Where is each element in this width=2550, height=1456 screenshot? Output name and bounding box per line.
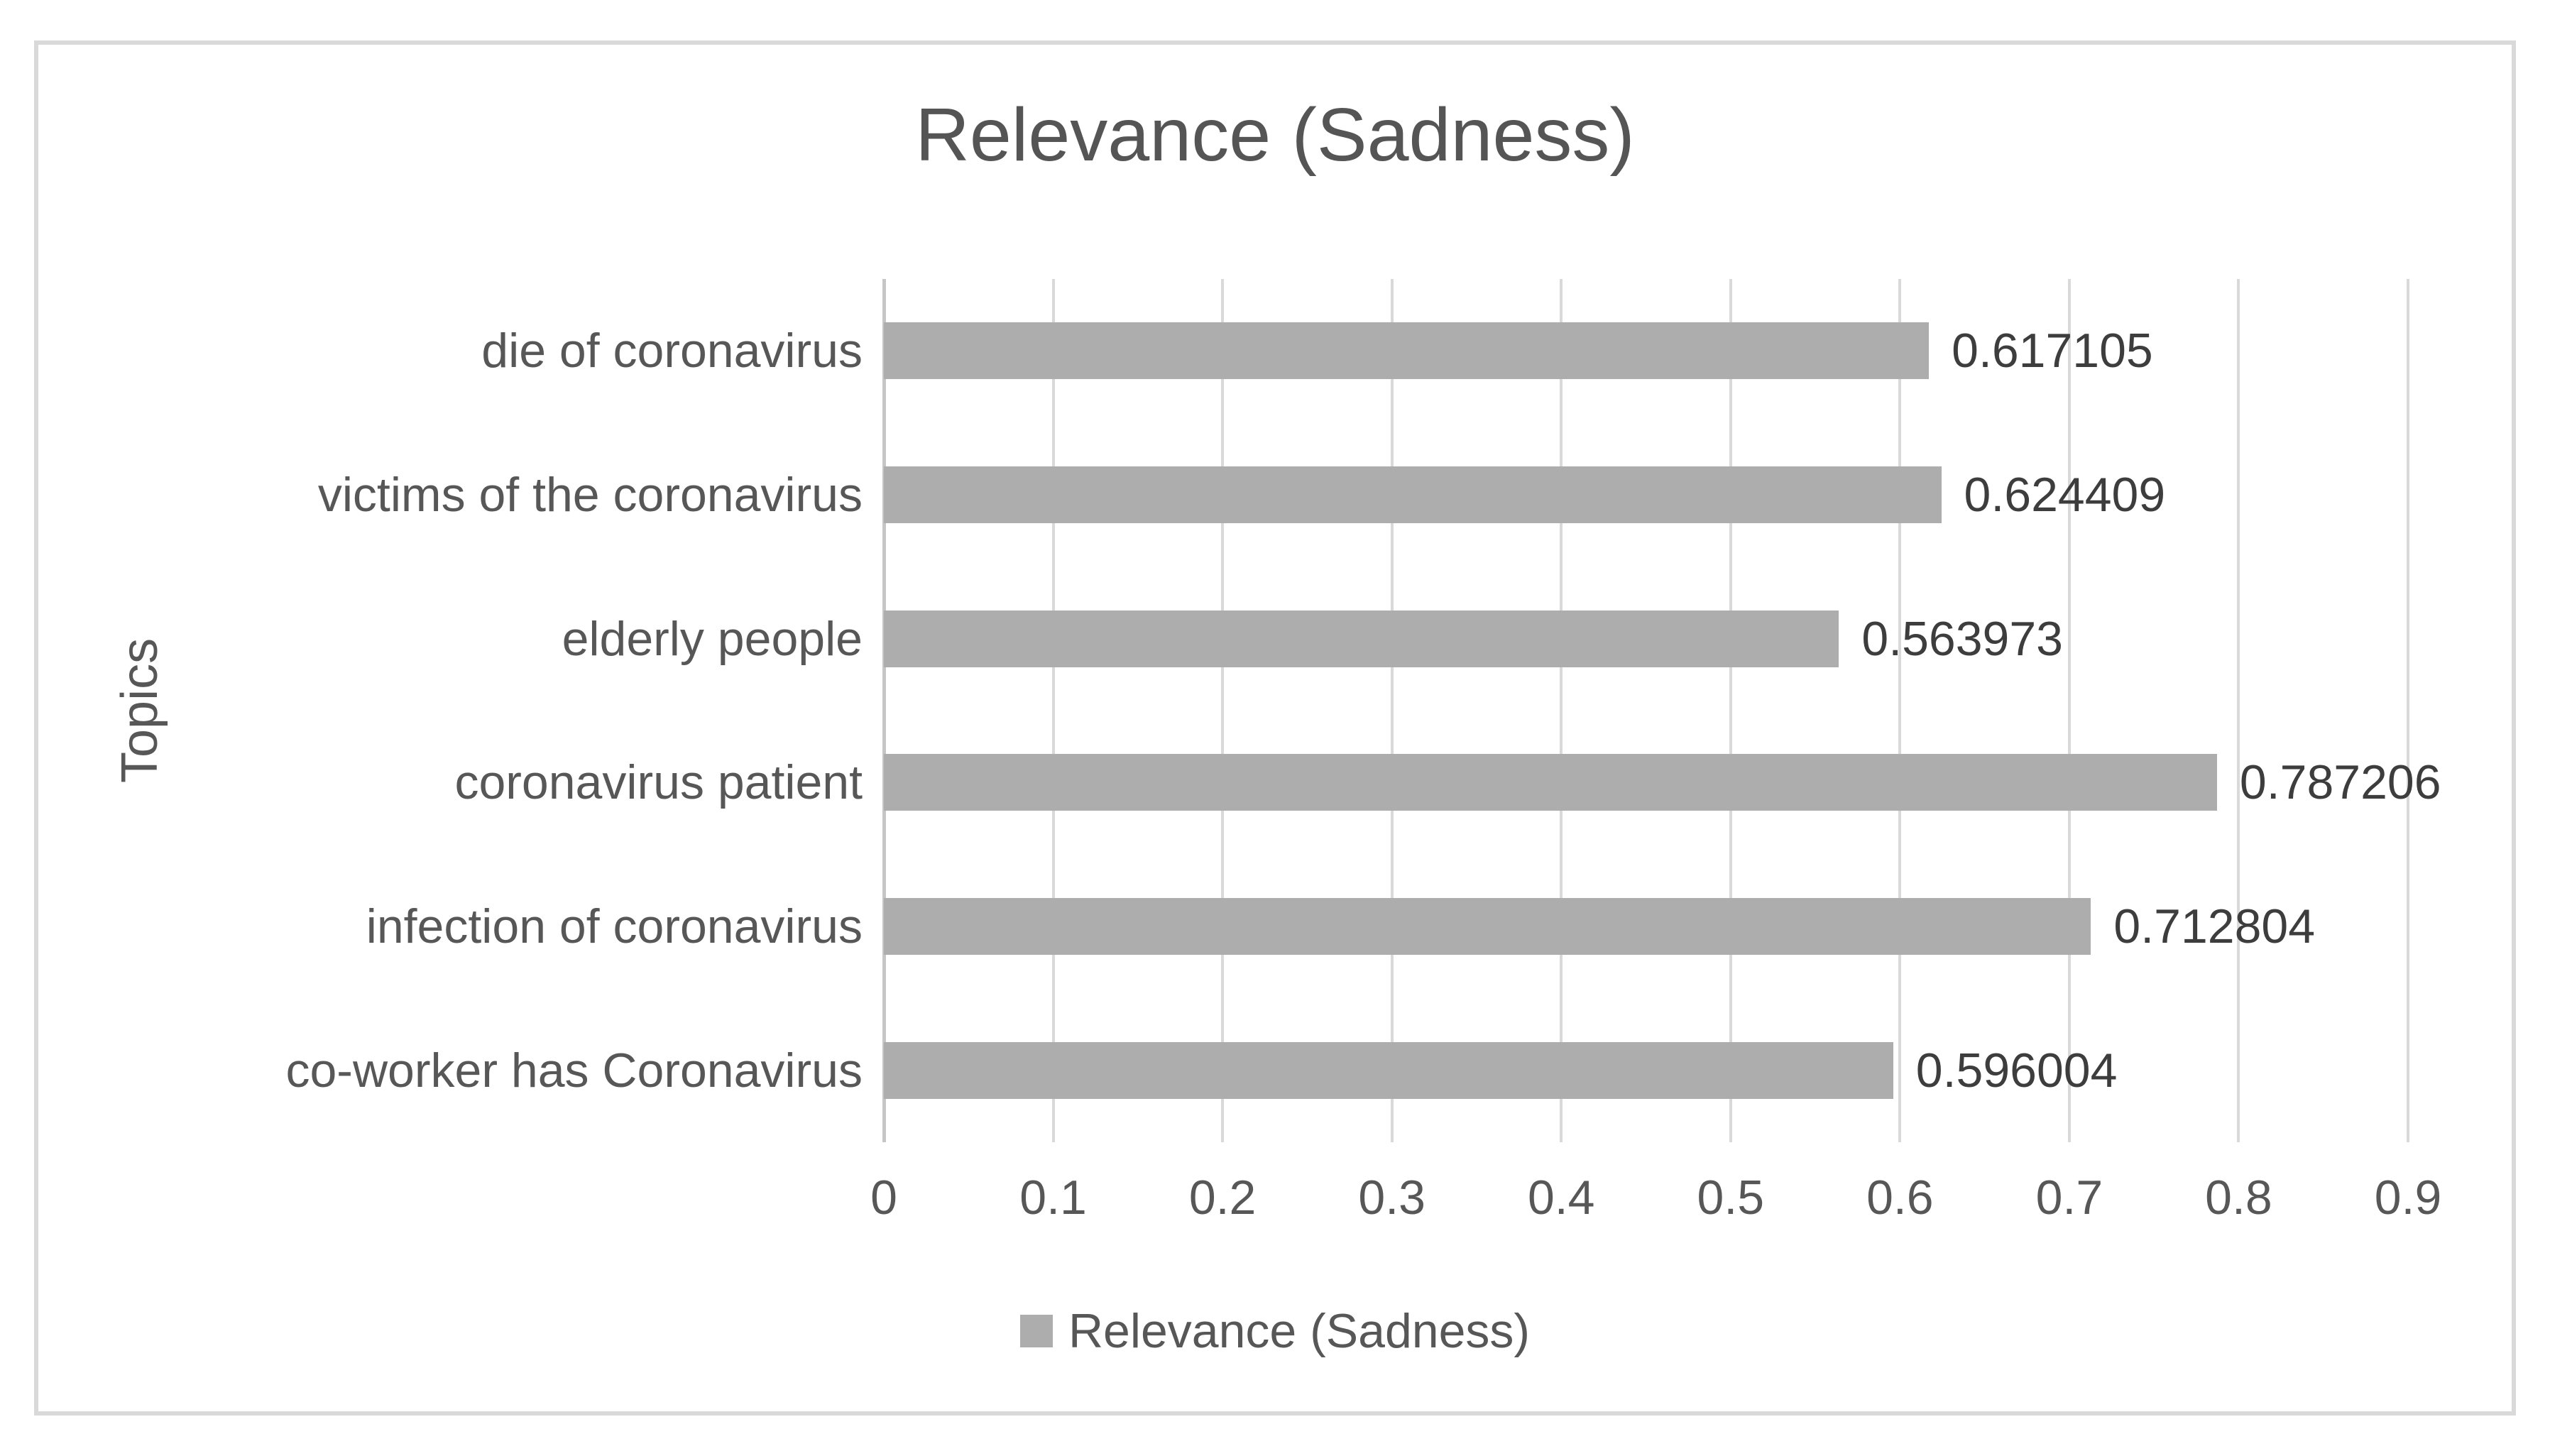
x-tick-label: 0.2	[1188, 1171, 1257, 1225]
x-tick-label: 0.7	[2035, 1171, 2103, 1225]
bar-value-label: 0.624409	[1964, 468, 2166, 522]
gridline	[1729, 279, 1732, 1142]
x-tick-label: 0.3	[1358, 1171, 1426, 1225]
gridline	[2237, 279, 2240, 1142]
plot-area: 0.617105 0.624409 0.563973 0.787206 0.712804…	[882, 279, 2441, 1142]
category-label: coronavirus patient	[454, 755, 863, 810]
x-tick-label: 0.8	[2205, 1171, 2272, 1225]
gridline	[1560, 279, 1563, 1142]
x-tick-label: 0.4	[1527, 1171, 1595, 1225]
x-tick-label: 0.9	[2374, 1171, 2442, 1225]
legend-label: Relevance (Sadness)	[1068, 1304, 1531, 1358]
x-tick-label: 0	[870, 1171, 897, 1225]
bar-value-label: 0.596004	[1915, 1043, 2118, 1098]
chart-border	[34, 40, 2516, 1416]
bar	[884, 754, 2217, 811]
legend: Relevance (Sadness)	[0, 1303, 2550, 1359]
category-label: co-worker has Coronavirus	[285, 1043, 863, 1098]
category-label: infection of coronavirus	[366, 899, 863, 953]
legend-swatch	[1019, 1315, 1053, 1347]
x-tick-label: 0.6	[1866, 1171, 1934, 1225]
bar	[884, 898, 2091, 955]
gridline	[2067, 279, 2071, 1142]
bar-value-label: 0.712804	[2113, 899, 2316, 953]
gridline	[2407, 279, 2409, 1142]
bar	[884, 610, 1839, 667]
category-label: die of coronavirus	[481, 324, 863, 378]
gridline	[1051, 279, 1055, 1142]
gridline	[1898, 279, 1902, 1142]
category-axis-labels: die of coronavirus victims of the coronav…	[142, 279, 863, 1142]
bar	[884, 322, 1930, 380]
bar-value-label: 0.617105	[1952, 324, 2153, 378]
bar-value-label: 0.563973	[1861, 611, 2063, 666]
gridline	[1221, 279, 1225, 1142]
x-tick-label: 0.5	[1697, 1171, 1765, 1225]
category-label: elderly people	[562, 611, 863, 666]
bar-value-label: 0.787206	[2239, 755, 2441, 810]
y-axis-line	[882, 279, 886, 1142]
x-tick-label: 0.1	[1019, 1171, 1087, 1225]
gridline	[1390, 279, 1394, 1142]
chart-title: Relevance (Sadness)	[915, 93, 1635, 177]
x-axis: 0 0.1 0.2 0.3 0.4 0.5 0.6 0.7 0.8 0.9	[870, 1170, 2441, 1241]
category-label: victims of the coronavirus	[317, 468, 863, 522]
bar	[884, 1041, 1893, 1099]
bar	[884, 466, 1942, 523]
